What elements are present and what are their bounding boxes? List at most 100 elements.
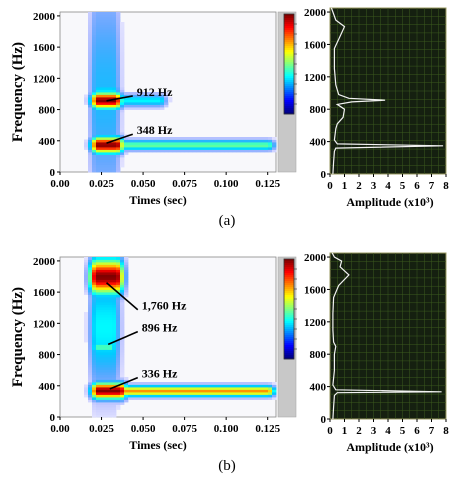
heatmap-cell (96, 302, 101, 305)
heatmap-cell (136, 99, 141, 103)
heatmap-cell (88, 104, 93, 108)
heatmap-cell (100, 359, 105, 363)
heatmap-cell (116, 167, 121, 170)
heatmap-cell (108, 287, 113, 290)
heatmap-cell (108, 299, 113, 303)
heatmap-cell (156, 387, 161, 390)
heatmap-cell (104, 294, 109, 298)
heatmap-cell (104, 94, 109, 98)
heatmap-cell (96, 134, 101, 138)
heatmap-cell (84, 339, 89, 343)
heatmap-cell (100, 414, 105, 418)
colorbar-segment (284, 62, 294, 65)
heatmap-cell (96, 387, 101, 390)
y-tick-label: 400 (310, 137, 327, 149)
heatmap-cell (92, 127, 97, 130)
heatmap-cell (124, 94, 129, 98)
heatmap-cell (204, 139, 209, 143)
y-tick-label: 0 (50, 167, 56, 179)
heatmap-cell (120, 302, 125, 305)
colorbar-segment (284, 82, 294, 85)
heatmap-cell (228, 392, 233, 395)
heatmap-cell (204, 144, 209, 148)
heatmap-cell (96, 12, 101, 15)
heatmap-cell (116, 397, 121, 400)
heatmap-cell (148, 392, 153, 395)
heatmap-cell (128, 397, 133, 400)
heatmap-cell (84, 317, 89, 320)
heatmap-cell (192, 142, 197, 145)
heatmap-cell (120, 287, 125, 290)
heatmap-cell (104, 384, 109, 388)
heatmap-cell (88, 322, 93, 325)
heatmap-cell (88, 107, 93, 110)
heatmap-cell (220, 389, 225, 393)
heatmap-cell (120, 344, 125, 348)
heatmap-cell (108, 399, 113, 403)
heatmap-cell (84, 144, 89, 148)
heatmap-cell (100, 277, 105, 280)
heatmap-cell (100, 387, 105, 390)
heatmap-cell (100, 274, 105, 278)
heatmap-cell (92, 337, 97, 340)
heatmap-cell (260, 397, 265, 400)
heatmap-cell (124, 284, 129, 288)
heatmap-cell (112, 72, 117, 75)
heatmap-cell (84, 387, 89, 390)
heatmap-cell (104, 329, 109, 333)
heatmap-cell (108, 84, 113, 88)
heatmap-cell (188, 382, 193, 385)
heatmap-cell (100, 72, 105, 75)
heatmap-cell (156, 137, 161, 140)
colorbar-segment (284, 110, 294, 113)
heatmap-cell (116, 362, 121, 365)
heatmap-cell (100, 309, 105, 313)
heatmap-cell (100, 69, 105, 73)
heatmap-cell (116, 332, 121, 335)
heatmap-cell (116, 89, 121, 93)
heatmap-cell (96, 277, 101, 280)
x-tick-label: 6 (414, 180, 420, 192)
heatmap-cell (88, 289, 93, 293)
heatmap-cell (104, 299, 109, 303)
heatmap-cell (100, 379, 105, 383)
heatmap-cell (100, 77, 105, 80)
heatmap-cell (188, 147, 193, 150)
heatmap-cell (128, 97, 133, 100)
heatmap-cell (120, 112, 125, 115)
colorbar-segment (284, 30, 294, 33)
heatmap-cell (124, 294, 129, 298)
heatmap-cell (184, 394, 189, 398)
heatmap-cell (96, 49, 101, 53)
x-tick-label: 6 (414, 425, 420, 437)
heatmap-cell (92, 39, 97, 43)
heatmap-cell (116, 22, 121, 25)
heatmap-cell (120, 147, 125, 150)
colorbar-segment (284, 329, 294, 332)
heatmap-cell (96, 342, 101, 345)
heatmap-cell (92, 169, 97, 173)
heatmap-cell (160, 107, 165, 110)
heatmap-cell (104, 257, 109, 260)
heatmap-cell (100, 284, 105, 288)
heatmap-cell (272, 147, 277, 150)
heatmap-cell (124, 92, 129, 95)
heatmap-cell (116, 394, 121, 398)
heatmap-cell (100, 289, 105, 293)
heatmap-cell (96, 164, 101, 168)
heatmap-cell (112, 299, 117, 303)
heatmap-cell (108, 132, 113, 135)
heatmap-cell (120, 72, 125, 75)
annotation-arrow (106, 133, 134, 144)
heatmap-cell (256, 382, 261, 385)
heatmap-cell (92, 139, 97, 143)
heatmap-cell (228, 394, 233, 398)
heatmap-cell (100, 324, 105, 328)
heatmap-cell (88, 309, 93, 313)
heatmap-cell (196, 137, 201, 140)
heatmap-cell (184, 384, 189, 388)
heatmap-cell (248, 397, 253, 400)
heatmap-cell (260, 139, 265, 143)
heatmap-cell (96, 147, 101, 150)
